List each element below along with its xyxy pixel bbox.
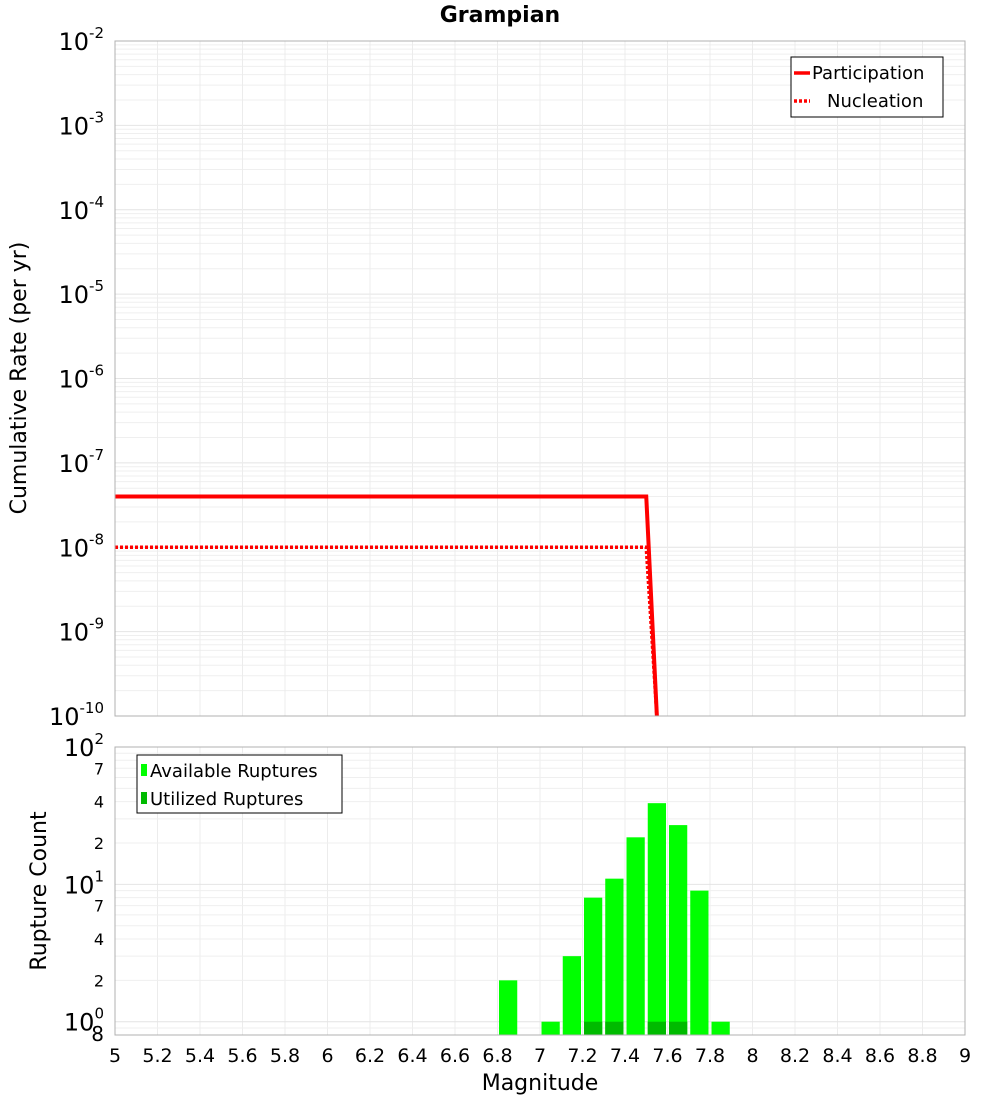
x-tick-label: 6.6 bbox=[440, 1045, 470, 1067]
x-tick-label: 7.6 bbox=[652, 1045, 682, 1067]
x-tick-label: 6.8 bbox=[482, 1045, 512, 1067]
legend-swatch-utilized-ruptures bbox=[141, 792, 147, 804]
utilized-ruptures-bar bbox=[605, 1021, 624, 1035]
bottom-y-axis-label: Rupture Count bbox=[27, 811, 52, 971]
available-ruptures-bar bbox=[690, 890, 709, 1035]
top-y-tick-label: 10-3 bbox=[58, 108, 104, 140]
x-tick-label: 6 bbox=[321, 1045, 333, 1067]
x-tick-label: 6.4 bbox=[397, 1045, 427, 1067]
x-tick-label: 5 bbox=[109, 1045, 121, 1067]
bottom-y-tick-label: 102 bbox=[64, 730, 104, 762]
legend-label-participation: Participation bbox=[812, 63, 924, 84]
bottom-y-tick-label: 101 bbox=[64, 867, 104, 899]
x-tick-label: 8.2 bbox=[780, 1045, 810, 1067]
legend-swatch-available-ruptures bbox=[141, 764, 147, 776]
top-y-tick-label: 10-5 bbox=[58, 277, 104, 309]
top-y-tick-label: 10-7 bbox=[58, 446, 104, 478]
available-ruptures-bar bbox=[711, 1021, 730, 1035]
x-axis-label: Magnitude bbox=[482, 1071, 599, 1096]
bottom-y-tick-label: 4 bbox=[94, 793, 104, 812]
x-tick-label: 7.4 bbox=[610, 1045, 640, 1067]
x-tick-label: 7.8 bbox=[695, 1045, 725, 1067]
available-ruptures-bar bbox=[562, 956, 581, 1035]
x-tick-label: 6.2 bbox=[355, 1045, 385, 1067]
legend-label-available-ruptures: Available Ruptures bbox=[150, 761, 318, 782]
top-y-axis-label: Cumulative Rate (per yr) bbox=[7, 242, 32, 515]
x-tick-label: 5.2 bbox=[142, 1045, 172, 1067]
top-y-tick-label: 10-9 bbox=[58, 615, 104, 647]
utilized-ruptures-bar bbox=[584, 1021, 603, 1035]
top-y-tick-label: 10-10 bbox=[49, 699, 104, 731]
top-y-tick-label: 10-2 bbox=[58, 24, 104, 56]
bottom-legend-box bbox=[136, 754, 343, 814]
available-ruptures-bar bbox=[647, 803, 666, 1035]
available-ruptures-bar bbox=[605, 878, 624, 1035]
x-tick-label: 5.4 bbox=[185, 1045, 215, 1067]
bottom-y-tick-label: 8 bbox=[91, 1022, 104, 1046]
available-ruptures-bar bbox=[626, 837, 645, 1035]
x-tick-label: 8.4 bbox=[822, 1045, 852, 1067]
series-line-nucleation bbox=[115, 545, 659, 717]
bottom-y-tick-label: 7 bbox=[94, 897, 104, 916]
x-tick-label: 8.8 bbox=[907, 1045, 937, 1067]
available-ruptures-bar bbox=[584, 897, 603, 1035]
bottom-y-tick-label: 100 bbox=[64, 1005, 104, 1037]
top-y-tick-label: 10-6 bbox=[58, 362, 104, 394]
bottom-y-tick-label: 7 bbox=[94, 759, 104, 778]
bottom-y-tick-label: 2 bbox=[94, 834, 104, 853]
legend-label-nucleation: Nucleation bbox=[827, 91, 923, 112]
available-ruptures-bar bbox=[669, 825, 688, 1035]
x-tick-label: 7.2 bbox=[567, 1045, 597, 1067]
available-ruptures-bar bbox=[499, 980, 518, 1035]
utilized-ruptures-bar bbox=[669, 1021, 688, 1035]
top-y-tick-label: 10-4 bbox=[58, 193, 104, 225]
x-tick-label: 7 bbox=[534, 1045, 546, 1067]
available-ruptures-bar bbox=[541, 1021, 560, 1035]
bottom-plot-frame bbox=[114, 746, 966, 1036]
legend-label-utilized-ruptures: Utilized Ruptures bbox=[150, 789, 303, 810]
x-tick-label: 8.6 bbox=[865, 1045, 895, 1067]
top-legend-box bbox=[790, 56, 944, 118]
top-plot-frame bbox=[114, 40, 966, 717]
x-tick-label: 5.8 bbox=[270, 1045, 300, 1067]
top-y-tick-label: 10-8 bbox=[58, 530, 104, 562]
x-tick-label: 9 bbox=[959, 1045, 971, 1067]
x-tick-label: 5.6 bbox=[227, 1045, 257, 1067]
bottom-y-tick-label: 2 bbox=[94, 971, 104, 990]
bottom-y-tick-label: 4 bbox=[94, 930, 104, 949]
utilized-ruptures-bar bbox=[647, 1021, 666, 1035]
x-tick-label: 8 bbox=[746, 1045, 758, 1067]
chart-title: Grampian bbox=[440, 3, 560, 28]
